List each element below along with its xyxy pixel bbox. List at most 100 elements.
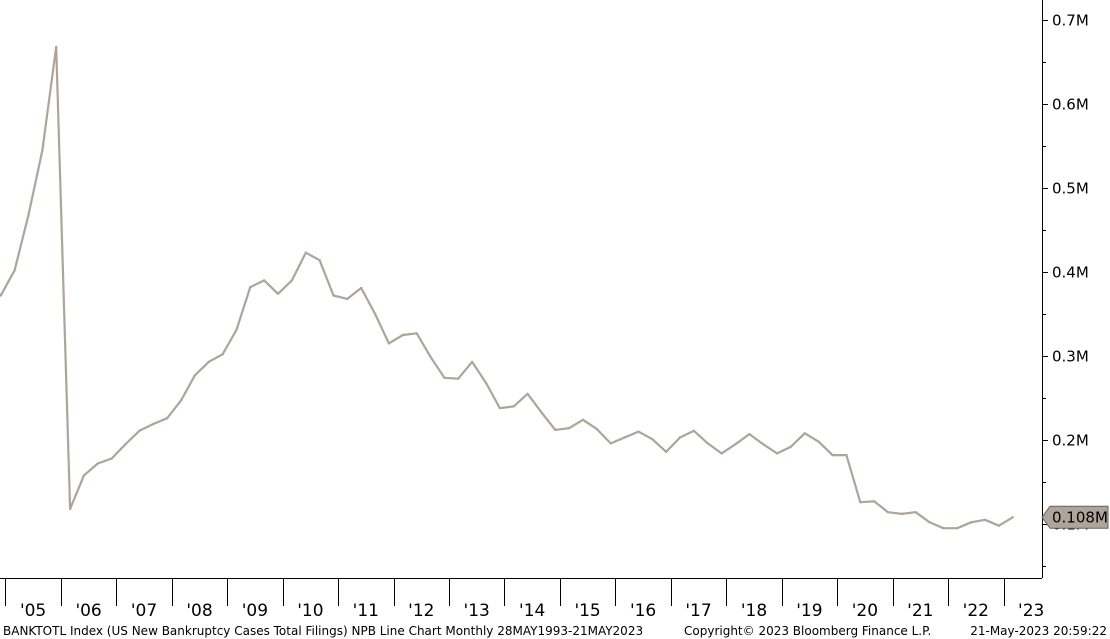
- data-point: [775, 452, 779, 455]
- data-point: [942, 527, 945, 530]
- y-tick-label: 0.4M: [1052, 264, 1089, 282]
- data-point: [637, 430, 640, 433]
- data-point: [665, 450, 668, 453]
- data-point: [124, 443, 127, 446]
- data-point: [221, 353, 224, 356]
- data-point: [443, 376, 446, 379]
- data-point: [914, 511, 917, 514]
- y-axis-ticks: 0.1M0.2M0.3M0.4M0.5M0.6M0.7M: [1042, 12, 1089, 567]
- series-line-bankruptcy-filings: [0, 45, 1014, 530]
- data-point: [872, 500, 876, 503]
- data-point: [498, 406, 501, 410]
- data-point: [152, 422, 155, 426]
- x-tick-label: '19: [796, 601, 822, 621]
- data-point: [789, 445, 793, 448]
- footer-copyright-text: Copyright© 2023 Bloomberg Finance L.P.: [684, 624, 931, 638]
- y-tick-label: 0.6M: [1052, 96, 1089, 114]
- last-value-tag: [1041, 505, 1109, 529]
- data-point: [138, 429, 141, 432]
- y-tick-label: 0.5M: [1052, 180, 1089, 198]
- data-point: [68, 507, 72, 511]
- data-point: [706, 442, 709, 445]
- data-point: [817, 440, 820, 443]
- data-point: [360, 286, 363, 290]
- x-tick-label: '22: [963, 601, 989, 621]
- series-points: [0, 45, 1014, 530]
- data-point: [900, 512, 903, 516]
- data-point: [720, 452, 723, 455]
- data-point: [678, 436, 682, 439]
- footer-source-text: BANKTOTL Index (US New Bankruptcy Cases …: [3, 624, 643, 638]
- data-point: [623, 436, 626, 439]
- data-point: [304, 251, 307, 254]
- x-axis: '05 '06 '07 '08 '09 '10 '11 '12 '13 '14 '15 '16 '17 '…: [0, 578, 1044, 621]
- data-point: [512, 405, 515, 408]
- data-point: [567, 427, 571, 430]
- data-point: [179, 399, 183, 402]
- x-tick-label: '07: [131, 601, 157, 621]
- x-tick-label: '11: [353, 601, 379, 621]
- data-point: [27, 213, 30, 217]
- x-tick-label: '15: [574, 601, 600, 621]
- last-value-label: 0.108M: [1052, 508, 1108, 526]
- data-point: [318, 259, 321, 262]
- data-point: [831, 453, 834, 457]
- data-point: [332, 294, 335, 297]
- x-tick-label: '20: [852, 601, 878, 621]
- data-point: [803, 432, 806, 435]
- data-point: [609, 442, 612, 445]
- data-point: [457, 377, 460, 380]
- chart-footer: BANKTOTL Index (US New Bankruptcy Cases …: [3, 624, 1107, 638]
- data-point: [997, 524, 1001, 527]
- data-point: [0, 294, 2, 297]
- data-point: [82, 474, 86, 477]
- x-tick-label: '21: [907, 601, 933, 621]
- y-tick-label: 0.7M: [1052, 12, 1089, 30]
- data-point: [110, 457, 113, 460]
- data-point: [346, 297, 349, 301]
- data-point: [387, 342, 391, 345]
- data-point: [96, 462, 100, 465]
- data-point: [263, 279, 266, 282]
- data-point: [276, 292, 280, 295]
- plot-area: [0, 45, 1014, 530]
- data-point: [554, 428, 557, 432]
- data-point: [249, 285, 252, 289]
- data-point: [734, 443, 737, 446]
- x-tick-label: '16: [630, 601, 656, 621]
- data-point: [1011, 516, 1014, 519]
- x-tick-label: '13: [464, 601, 490, 621]
- data-point: [845, 453, 848, 457]
- data-point: [928, 521, 931, 524]
- data-point: [595, 427, 599, 431]
- x-tick-label: '17: [685, 601, 711, 621]
- y-tick-label: 0.2M: [1052, 432, 1089, 450]
- x-tick-label: '05: [20, 601, 46, 621]
- data-point: [581, 418, 585, 421]
- x-tick-label: '06: [75, 601, 101, 621]
- data-point: [748, 432, 751, 436]
- data-point: [235, 328, 238, 332]
- data-point: [401, 333, 404, 337]
- data-point: [415, 332, 418, 335]
- data-point: [983, 518, 987, 521]
- y-tick-label: 0.3M: [1052, 348, 1089, 366]
- footer-timestamp-text: 21-May-2023 20:59:22: [970, 624, 1107, 638]
- data-point: [526, 392, 529, 395]
- data-point: [193, 374, 197, 377]
- data-point: [55, 45, 58, 49]
- data-point: [165, 417, 169, 420]
- data-point: [956, 527, 959, 530]
- data-point: [540, 411, 543, 414]
- x-tick-label: '18: [741, 601, 767, 621]
- data-point: [484, 381, 488, 385]
- x-tick-label: '23: [1018, 601, 1044, 621]
- x-tick-label: '14: [519, 601, 545, 621]
- data-point: [692, 429, 696, 432]
- data-point: [207, 360, 210, 364]
- x-axis-ticks: '05 '06 '07 '08 '09 '10 '11 '12 '13 '14 '15 '16 '17 '…: [5, 578, 1044, 621]
- last-value-marker: 0.108M: [1041, 505, 1109, 529]
- data-point: [470, 360, 474, 364]
- y-axis: 0.1M0.2M0.3M0.4M0.5M0.6M0.7M: [1042, 0, 1089, 578]
